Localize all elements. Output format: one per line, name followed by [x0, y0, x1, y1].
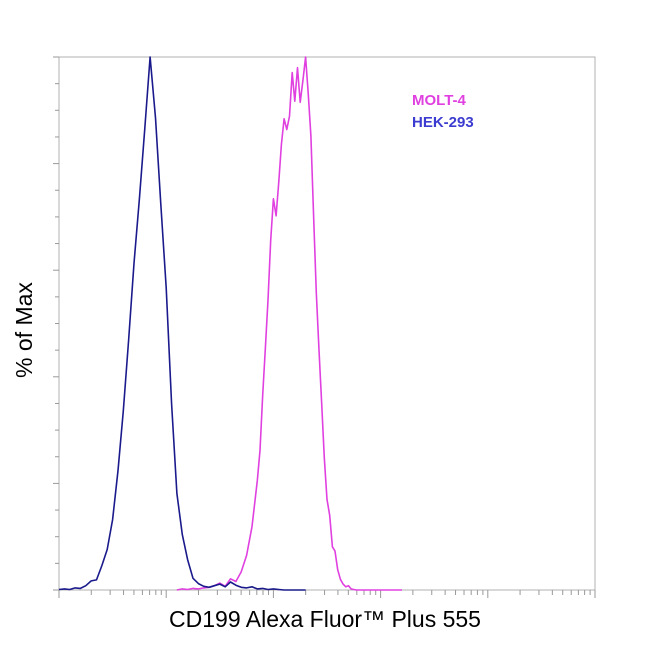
series-line-hek-293 — [58, 56, 306, 591]
plot-frame — [58, 56, 596, 591]
x-axis-title: CD199 Alexa Fluor™ Plus 555 — [169, 606, 481, 632]
legend-item-molt-4: MOLT-4 — [412, 92, 467, 109]
y-axis-ticks — [53, 56, 59, 591]
legend-item-hek-293: HEK-293 — [412, 114, 474, 131]
series-line-molt-4 — [176, 56, 402, 591]
y-axis-title: % of Max — [11, 282, 37, 378]
series-layer — [58, 56, 402, 591]
x-axis-ticks — [58, 590, 596, 598]
legend: MOLT-4 HEK-293 — [412, 92, 474, 131]
